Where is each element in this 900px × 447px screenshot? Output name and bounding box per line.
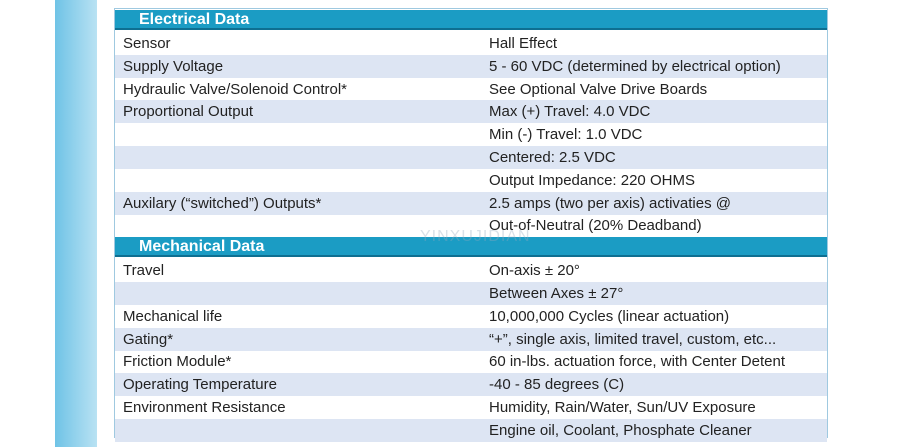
spec-value: Output Impedance: 220 OHMS [489,171,695,189]
spec-value: Engine oil, Coolant, Phosphate Cleaner [489,421,752,439]
table-row: Hydraulic Valve/Solenoid Control* See Opt… [115,78,827,101]
spec-label: Proportional Output [123,103,254,121]
spec-table: Electrical Data Sensor Hall Effect Supply V… [114,8,828,442]
spec-label: Hydraulic Valve/Solenoid Control* [123,80,348,98]
spec-value: 2.5 amps (two per axis) activaties @ [489,194,731,212]
table-row: Output Impedance: 220 OHMS [115,169,827,192]
spec-label: Friction Module* [123,353,232,371]
spec-label: Supply Voltage [123,57,224,75]
spec-label: Operating Temperature [123,376,277,394]
section-header: Electrical Data [115,10,827,30]
table-row: Between Axes ± 27° [115,282,827,305]
spec-value: Min (-) Travel: 1.0 VDC [489,126,643,144]
spec-value: Humidity, Rain/Water, Sun/UV Exposure [489,399,756,416]
spec-value: Between Axes ± 27° [489,285,624,302]
spec-label: Gating* [123,330,174,348]
section-header: Mechanical Data [115,237,827,258]
spec-label: Sensor [123,35,171,52]
table-row: Gating* “+”, single axis, limited travel,… [115,327,827,351]
table-row: Supply Voltage 5 - 60 VDC (determined by … [115,54,827,78]
table-row: Out-of-Neutral (20% Deadband) [115,214,827,237]
spec-value: 5 - 60 VDC (determined by electrical opt… [489,57,781,75]
spec-value: -40 - 85 degrees (C) [489,376,625,394]
spec-value: On-axis ± 20° [489,262,580,280]
side-strip [55,0,97,447]
table-row: Sensor Hall Effect [115,32,827,55]
spec-value: Hall Effect [489,35,558,52]
table-row: Friction Module* 60 in-lbs. actuation for… [115,350,827,373]
table-row: Operating Temperature -40 - 85 degrees (C… [115,373,827,397]
table-row: Environment Resistance Humidity, Rain/Wat… [115,396,827,419]
table-row: Centered: 2.5 VDC [115,146,827,169]
table-row: Mechanical life 10,000,000 Cycles (linear… [115,305,827,328]
watermark: YINXUJIDIAN [420,228,531,245]
spec-label: Travel [123,262,165,280]
spec-value: 60 in-lbs. actuation force, with Center … [489,353,785,371]
spec-label: Auxilary (“switched”) Outputs* [123,194,322,212]
spec-value: See Optional Valve Drive Boards [489,80,708,98]
table-row: Travel On-axis ± 20° [115,259,827,282]
spec-value: Out-of-Neutral (20% Deadband) [489,217,702,235]
spec-value: Centered: 2.5 VDC [489,149,616,166]
table-row: Proportional Output Max (+) Travel: 4.0 V… [115,100,827,124]
spec-value: Max (+) Travel: 4.0 VDC [489,103,651,121]
spec-value: 10,000,000 Cycles (linear actuation) [489,307,730,325]
spec-label: Mechanical life [123,307,223,325]
table-row: Min (-) Travel: 1.0 VDC [115,123,827,146]
table-row: Auxilary (“switched”) Outputs* 2.5 amps (… [115,191,827,215]
spec-value: “+”, single axis, limited travel, custom… [489,330,777,348]
spec-label: Environment Resistance [123,399,286,416]
table-row: Engine oil, Coolant, Phosphate Cleaner [115,418,827,442]
